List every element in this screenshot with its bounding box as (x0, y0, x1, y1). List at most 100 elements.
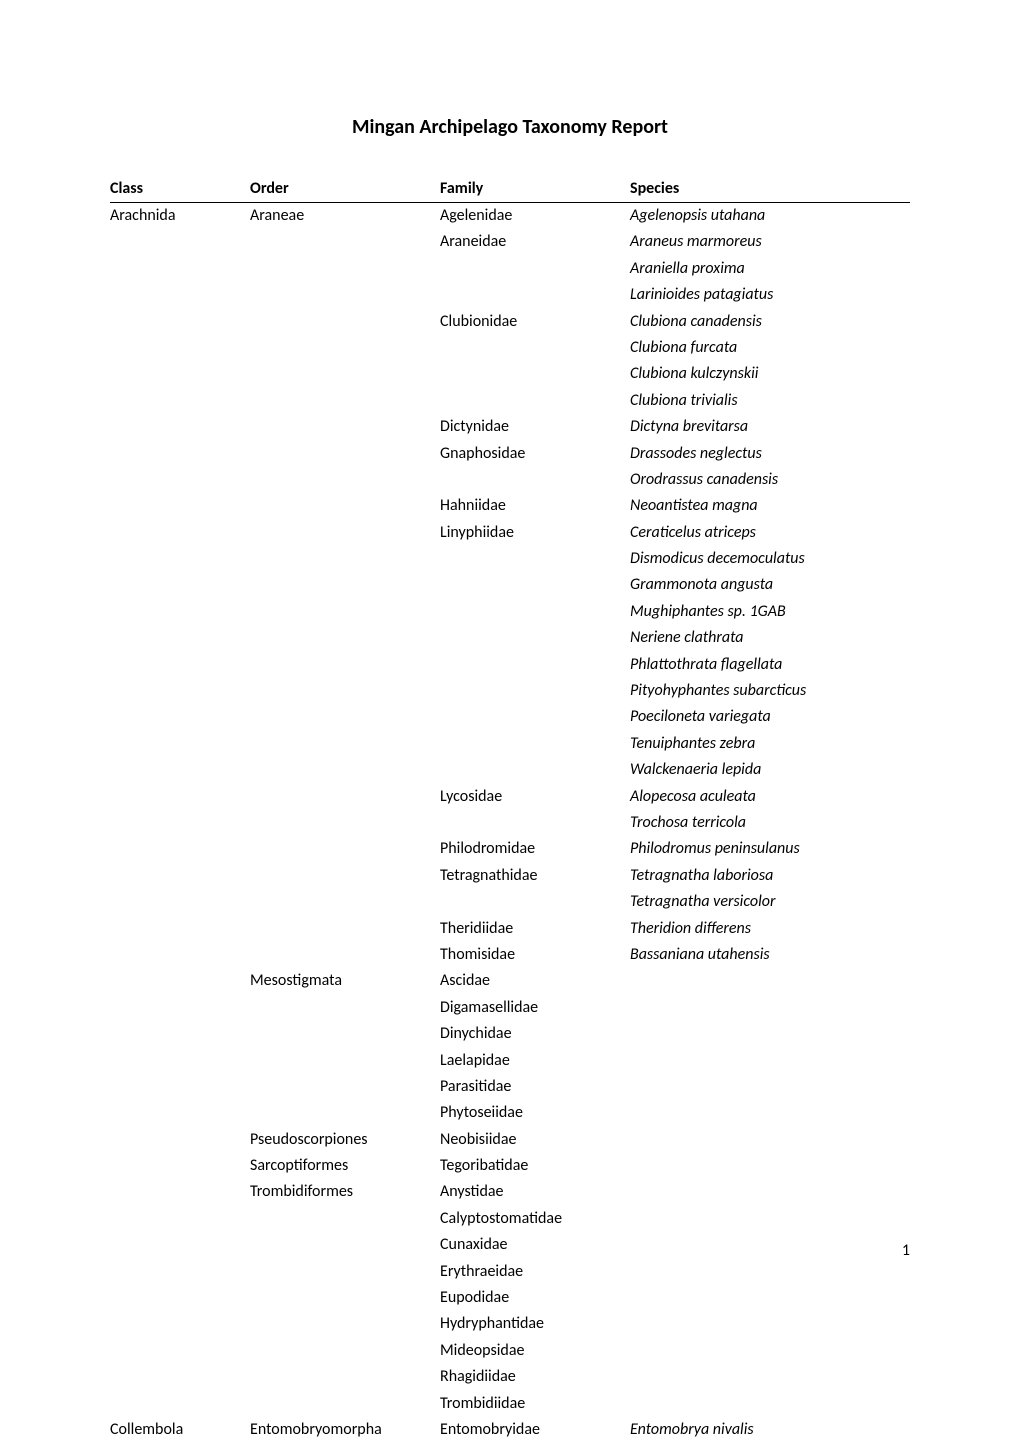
cell-order (250, 335, 440, 361)
cell-species (630, 1074, 910, 1100)
cell-order (250, 678, 440, 704)
cell-class (110, 309, 250, 335)
cell-family: Mideopsidae (440, 1338, 630, 1364)
cell-order (250, 546, 440, 572)
cell-class (110, 968, 250, 994)
cell-family (440, 678, 630, 704)
table-row: Phlattothrata flagellata (110, 652, 910, 678)
cell-family: Araneidae (440, 229, 630, 255)
page-number: 1 (902, 1241, 910, 1260)
cell-family: Parasitidae (440, 1074, 630, 1100)
cell-order (250, 256, 440, 282)
cell-order (250, 757, 440, 783)
cell-family: Calyptostomatidae (440, 1206, 630, 1232)
cell-order (250, 889, 440, 915)
cell-species: Ceraticelus atriceps (630, 520, 910, 546)
table-row: Phytoseiidae (110, 1100, 910, 1126)
cell-class (110, 282, 250, 308)
cell-species: Pityohyphantes subarcticus (630, 678, 910, 704)
cell-class (110, 784, 250, 810)
cell-order (250, 1338, 440, 1364)
table-row: SarcoptiformesTegoribatidae (110, 1153, 910, 1179)
cell-family: Thomisidae (440, 942, 630, 968)
cell-class (110, 441, 250, 467)
cell-family: Lycosidae (440, 784, 630, 810)
cell-class (110, 229, 250, 255)
cell-family (440, 704, 630, 730)
cell-order (250, 282, 440, 308)
cell-species (630, 1338, 910, 1364)
cell-class (110, 942, 250, 968)
table-row: Dismodicus decemoculatus (110, 546, 910, 572)
cell-class (110, 1048, 250, 1074)
cell-species: Araneus marmoreus (630, 229, 910, 255)
cell-species: Clubiona canadensis (630, 309, 910, 335)
cell-species: Araniella proxima (630, 256, 910, 282)
cell-class (110, 467, 250, 493)
cell-class (110, 757, 250, 783)
cell-family: Erythraeidae (440, 1259, 630, 1285)
cell-class (110, 1364, 250, 1390)
cell-order (250, 361, 440, 387)
cell-species: Dictyna brevitarsa (630, 414, 910, 440)
cell-family (440, 757, 630, 783)
cell-family (440, 889, 630, 915)
cell-order: Trombidiformes (250, 1179, 440, 1205)
cell-species (630, 1100, 910, 1126)
table-row: CollembolaEntomobryomorphaEntomobryidaeE… (110, 1417, 910, 1443)
cell-family: Phytoseiidae (440, 1100, 630, 1126)
cell-family: Anystidae (440, 1179, 630, 1205)
cell-species: Neoantistea magna (630, 493, 910, 519)
cell-class (110, 731, 250, 757)
cell-species: Alopecosa aculeata (630, 784, 910, 810)
table-row: Dinychidae (110, 1021, 910, 1047)
cell-class (110, 863, 250, 889)
cell-class (110, 572, 250, 598)
cell-order (250, 388, 440, 414)
cell-species: Phlattothrata flagellata (630, 652, 910, 678)
cell-class (110, 520, 250, 546)
table-row: Laelapidae (110, 1048, 910, 1074)
table-row: Digamasellidae (110, 995, 910, 1021)
cell-family: Ascidae (440, 968, 630, 994)
cell-class (110, 1206, 250, 1232)
cell-species: Philodromus peninsulanus (630, 836, 910, 862)
cell-class (110, 1338, 250, 1364)
cell-class (110, 810, 250, 836)
cell-species: Mughiphantes sp. 1GAB (630, 599, 910, 625)
cell-order (250, 1285, 440, 1311)
cell-family: Dictynidae (440, 414, 630, 440)
cell-family (440, 256, 630, 282)
cell-family: Rhagidiidae (440, 1364, 630, 1390)
cell-family (440, 282, 630, 308)
table-row: MesostigmataAscidae (110, 968, 910, 994)
cell-order (250, 731, 440, 757)
cell-class (110, 414, 250, 440)
table-row: Tenuiphantes zebra (110, 731, 910, 757)
cell-order (250, 995, 440, 1021)
cell-class (110, 256, 250, 282)
cell-class (110, 836, 250, 862)
header-family: Family (440, 177, 630, 203)
cell-order (250, 467, 440, 493)
table-row: Calyptostomatidae (110, 1206, 910, 1232)
cell-family: Cunaxidae (440, 1232, 630, 1258)
cell-class (110, 1285, 250, 1311)
cell-family (440, 467, 630, 493)
cell-species (630, 1232, 910, 1258)
cell-class (110, 361, 250, 387)
cell-family (440, 572, 630, 598)
cell-order (250, 229, 440, 255)
cell-species: Tenuiphantes zebra (630, 731, 910, 757)
table-row: Parasitidae (110, 1074, 910, 1100)
cell-class (110, 889, 250, 915)
table-row: Hydryphantidae (110, 1311, 910, 1337)
cell-species (630, 1206, 910, 1232)
cell-class (110, 678, 250, 704)
cell-family (440, 731, 630, 757)
cell-class: Collembola (110, 1417, 250, 1443)
cell-order: Sarcoptiformes (250, 1153, 440, 1179)
cell-species (630, 1311, 910, 1337)
cell-family: Dinychidae (440, 1021, 630, 1047)
table-header-row: Class Order Family Species (110, 177, 910, 203)
